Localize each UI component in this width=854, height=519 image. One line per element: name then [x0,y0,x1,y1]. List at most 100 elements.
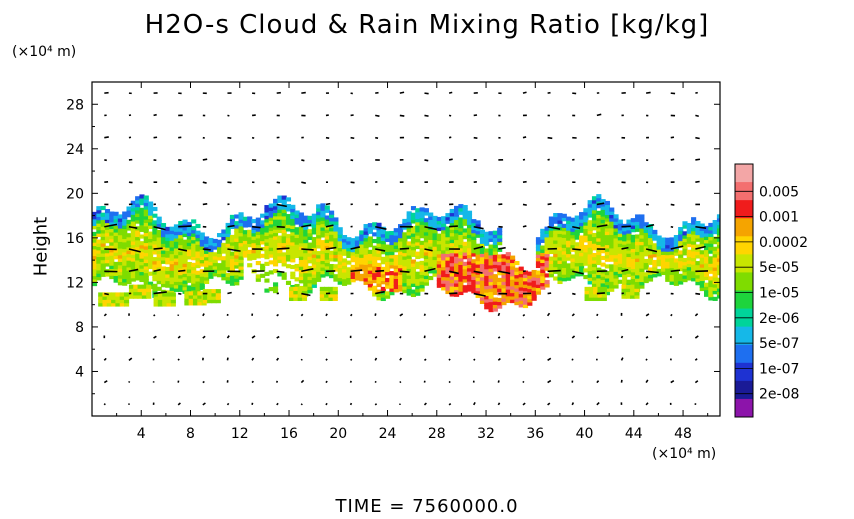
cloud-cell [297,290,303,295]
cloud-cell [510,262,516,267]
cloud-cell [522,270,529,275]
cloud-cell [115,302,121,307]
cloud-cell [665,271,671,276]
cloud-cell [544,229,550,235]
cloud-cell [268,226,274,232]
cloud-cell [600,205,606,210]
cloud-cell [363,230,369,235]
cloud-cell [238,252,244,257]
cloud-cell [415,291,421,296]
cloud-cell [389,271,395,276]
cloud-cell [152,220,158,225]
cloud-cell [178,227,184,232]
cloud-cell [113,231,119,236]
cloud-cell [587,263,593,268]
cloud-cell [113,255,119,260]
cloud-cell [596,257,602,262]
cloud-cell [570,274,576,279]
cloud-cell [264,235,270,240]
cloud-cell [406,268,412,273]
cloud-cell [148,224,154,230]
cloud-cell [191,242,197,247]
cloud-cell [192,301,199,306]
cloud-cell [479,296,485,301]
cloud-cell [354,266,361,271]
cloud-cell [307,289,313,294]
cloud-cell [673,258,679,263]
cloud-cell [225,256,231,261]
cloud-cell [514,297,520,302]
cloud-cell [497,287,503,293]
cloud-cell [609,214,615,219]
cloud-cell [229,258,236,263]
cloud-cell [234,271,240,276]
wind-vector [276,270,285,274]
cloud-cell [591,236,598,241]
cloud-cell [445,279,451,285]
cloud-cell [716,261,720,266]
cloud-cell [139,251,145,256]
cloud-cell [153,299,159,304]
cloud-cell [242,243,248,248]
cloud-cell [294,210,300,215]
cloud-cell [225,236,231,241]
cloud-cell [372,275,378,280]
cloud-cell [402,252,408,257]
cloud-cell [102,299,108,304]
cloud-cell [458,270,464,276]
cloud-cell [169,256,175,261]
cloud-cell [148,281,154,286]
cloud-cell [445,259,451,264]
cloud-cell [462,285,468,290]
cloud-cell [484,305,490,310]
cloud-cell [647,270,654,275]
cloud-cell [333,264,339,269]
cloud-cell [234,214,240,219]
cloud-cell [432,242,438,247]
cloud-cell [479,243,485,248]
cloud-cell [643,228,649,233]
cloud-cell [406,211,412,216]
cloud-cell [264,278,270,283]
cloud-cell [251,252,257,257]
cloud-cell [600,202,606,207]
cloud-cell [570,257,576,262]
cloud-cell [221,266,227,271]
cloud-cell [406,228,412,233]
cloud-cell [234,254,240,259]
cloud-cell [630,291,636,296]
cloud-cell [186,228,192,233]
cloud-cell [160,239,167,244]
cloud-cell [281,275,287,280]
cloud-cell [367,276,373,281]
cloud-cell [695,231,701,236]
cloud-cell [281,235,287,240]
cloud-cell [96,246,102,251]
wind-vector [202,335,206,339]
cloud-cell [596,260,602,266]
wind-vector [276,357,280,361]
cloud-cell [191,276,197,281]
cloud-cell [458,244,464,249]
cloud-cell [188,294,194,299]
cloud-cell [385,264,391,269]
cloud-cell [294,283,300,289]
cloud-cell [497,234,503,239]
cloud-cell [617,269,623,274]
cloud-cell [202,292,208,297]
cloud-cell [337,270,343,275]
cloud-cell [501,301,507,306]
cloud-cell [109,234,115,240]
cloud-cell [285,224,292,229]
cloud-cell [191,286,197,291]
cloud-cell [561,273,567,279]
cloud-cell [251,219,257,224]
cloud-cell [505,262,511,267]
cloud-cell [497,264,503,269]
cloud-cell [621,287,627,293]
cloud-cell [561,257,567,262]
cloud-cell [397,250,404,255]
cloud-cell [510,258,516,264]
cloud-cell [604,254,610,259]
cloud-cell [604,200,610,206]
